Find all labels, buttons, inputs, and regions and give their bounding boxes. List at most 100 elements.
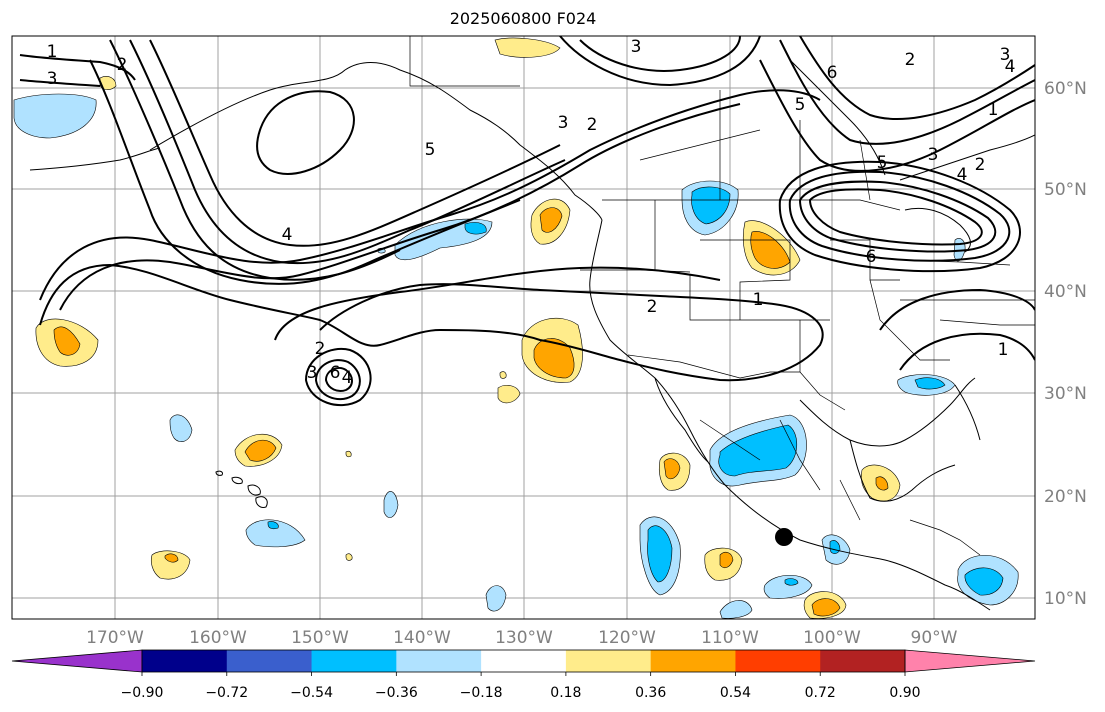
- contour-line-2: [59, 103, 741, 311]
- colorbar-segment: [142, 650, 228, 672]
- shade-blue-bottom-3: [719, 600, 753, 619]
- longitude-label: 150°W: [291, 628, 349, 648]
- contour-east-1: [759, 59, 1035, 172]
- map-frame: [11, 35, 1036, 620]
- colorbar-tick-label: −0.36: [375, 685, 418, 701]
- longitude-label: 130°W: [495, 628, 553, 648]
- colorbar: [11, 649, 1036, 673]
- colorbar-tick-label: −0.90: [121, 685, 164, 701]
- latitude-label: 20°N: [1044, 487, 1087, 507]
- shade-yellow-north-2: [99, 76, 117, 90]
- island-hawaii-2: [247, 484, 261, 496]
- shade-blue-pacific-mid-core: [464, 222, 487, 235]
- contour-nw-1: [19, 54, 136, 81]
- contour-label: 3: [631, 37, 642, 57]
- colorbar-segment: [565, 650, 652, 672]
- contour-label: 3: [558, 113, 569, 133]
- contour-ring-4: [808, 188, 983, 246]
- contour-label: 6: [866, 247, 877, 267]
- shade-yellow-dot-1: [499, 371, 507, 379]
- shade-orange-oregon: [539, 207, 563, 233]
- contour-label: 2: [315, 339, 326, 359]
- shade-blue-baja-core: [718, 424, 798, 477]
- state-lines-6: [869, 279, 950, 361]
- island-hawaii-1: [231, 476, 243, 485]
- contour-label: 2: [647, 297, 658, 317]
- contour-cyclone-inner: [324, 367, 353, 392]
- shade-orange-yucatan: [875, 476, 889, 491]
- longitude-label: 90°W: [911, 628, 958, 648]
- contour-label: 3: [47, 69, 58, 89]
- contour-cyclone-outer: [304, 347, 372, 407]
- colorbar-tick-label: 0.72: [805, 685, 836, 701]
- shade-orange-bottom: [811, 598, 841, 617]
- longitude-labels: 170°W 160°W 150°W 140°W 130°W 120°W 110°W 100°W…: [86, 628, 958, 648]
- shade-yellow-far-south: [150, 550, 191, 580]
- shade-yellow-dot-2: [345, 553, 353, 561]
- gridlines: [12, 36, 1035, 619]
- latitude-labels: 60°N 50°N 40°N 30°N 20°N 10°N: [1044, 79, 1087, 609]
- shade-orange-sw-mex: [719, 551, 734, 569]
- shade-blue-hawaii-s: [245, 519, 306, 548]
- coastline-aleutians: [29, 147, 161, 171]
- mexico-states: [699, 419, 861, 521]
- longitude-label: 170°W: [86, 628, 144, 648]
- contour-label: 4: [342, 368, 353, 388]
- latitude-label: 30°N: [1044, 384, 1087, 404]
- contour-label: 6: [827, 63, 838, 83]
- shade-yellow-north-1: [494, 37, 561, 58]
- shaded-anomaly-regions: [13, 37, 1019, 619]
- colorbar-tick-label: −0.54: [290, 685, 333, 701]
- shade-yellow-dot-3: [345, 450, 352, 458]
- contour-label: 3: [928, 145, 939, 165]
- contour-line-7: [39, 263, 824, 382]
- longitude-label: 160°W: [189, 628, 247, 648]
- contour-line-6: [149, 39, 561, 247]
- contour-line-8: [274, 266, 721, 341]
- contour-label: 4: [1005, 57, 1016, 77]
- contour-label: 2: [905, 50, 916, 70]
- island-hawaii-3: [255, 496, 268, 508]
- shade-orange-hawaii-ne: [244, 439, 277, 462]
- shade-blue-south-small: [485, 585, 507, 612]
- shade-orange-ca: [533, 338, 575, 379]
- contour-north-1: [579, 36, 741, 72]
- station-dot-marker: [775, 528, 793, 546]
- central-am-borders: [909, 519, 981, 556]
- shade-yellow-small-ca: [497, 385, 521, 404]
- contour-ring-1: [778, 160, 1021, 273]
- contour-line-3: [89, 59, 521, 285]
- colorbar-tick-labels: −0.90 −0.72 −0.54 −0.36 −0.18 0.18 0.36 0.54 0.7…: [121, 672, 921, 701]
- contour-label: 1: [753, 290, 764, 310]
- coastlines: [29, 59, 1035, 611]
- coastline-greatlakes: [904, 207, 971, 253]
- island-hawaii-4: [215, 470, 223, 476]
- shade-blue-sw-mex-core: [647, 525, 673, 583]
- map-title: 2025060800 F024: [449, 9, 597, 28]
- shade-blue-central-am-core: [964, 567, 1004, 596]
- shade-blue-bottom-2-core: [784, 578, 799, 586]
- latitude-label: 50°N: [1044, 180, 1087, 200]
- contour-nw-2: [19, 79, 101, 87]
- contour-ring-3: [798, 180, 997, 253]
- contour-cyclone-mid: [314, 359, 361, 401]
- contour-label: 5: [877, 153, 888, 173]
- colorbar-segment: [481, 650, 567, 672]
- colorbar-tick-label: 0.36: [635, 685, 666, 701]
- colorbar-segment: [396, 650, 482, 672]
- shade-blue-alaska-west: [13, 93, 97, 139]
- latitude-label: 40°N: [1044, 282, 1087, 302]
- longitude-label: 140°W: [393, 628, 451, 648]
- contour-label: 3: [1000, 45, 1011, 65]
- colorbar-segment: [820, 650, 906, 672]
- coastline-west-us: [589, 219, 991, 611]
- contour-east-3: [799, 36, 1035, 121]
- contour-label: 4: [957, 165, 968, 185]
- state-lines-2: [700, 239, 791, 320]
- shade-blue-hawaii-n: [169, 414, 193, 443]
- shade-blue-montana-core: [691, 186, 731, 225]
- colorbar-segment: [735, 650, 821, 672]
- contour-label: 1: [47, 42, 58, 62]
- contour-lines: [19, 36, 1035, 407]
- contour-east-4: [879, 288, 1035, 331]
